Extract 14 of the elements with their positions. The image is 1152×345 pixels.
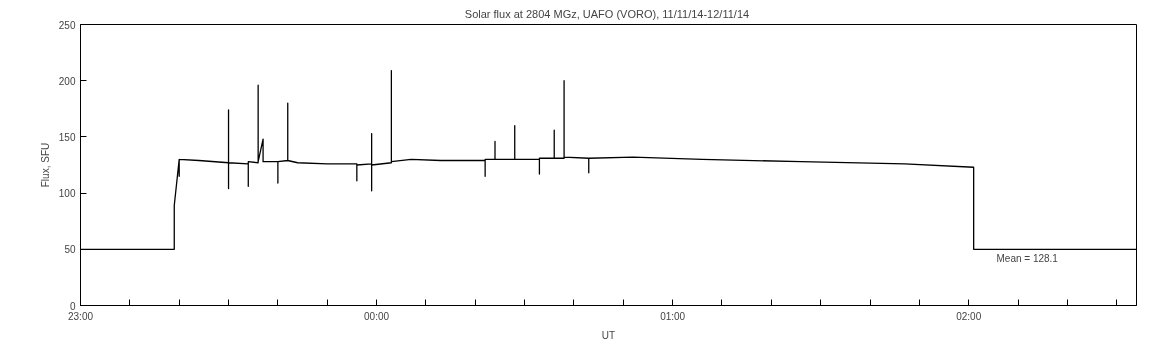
- y-tick-label: 150: [58, 131, 76, 143]
- x-tick-label: 00:00: [364, 310, 390, 322]
- x-tick-label: 02:00: [956, 310, 982, 322]
- x-tick-label: 01:00: [660, 310, 686, 322]
- x-tick-label: 23:00: [67, 310, 94, 322]
- chart-title: Solar flux at 2804 MGz, UAFO (VORO), 11/11/14-12/11/14: [464, 7, 750, 20]
- x-axis-title: UT: [601, 329, 616, 341]
- y-tick-label: 0: [69, 300, 76, 312]
- annotation: Mean = 128.1: [996, 253, 1059, 265]
- y-tick-label: 250: [58, 19, 76, 31]
- y-axis-title: Flux, SFU: [39, 142, 51, 188]
- y-tick-label: 200: [58, 75, 76, 87]
- y-tick-label: 100: [58, 188, 76, 200]
- y-tick-label: 50: [64, 244, 76, 256]
